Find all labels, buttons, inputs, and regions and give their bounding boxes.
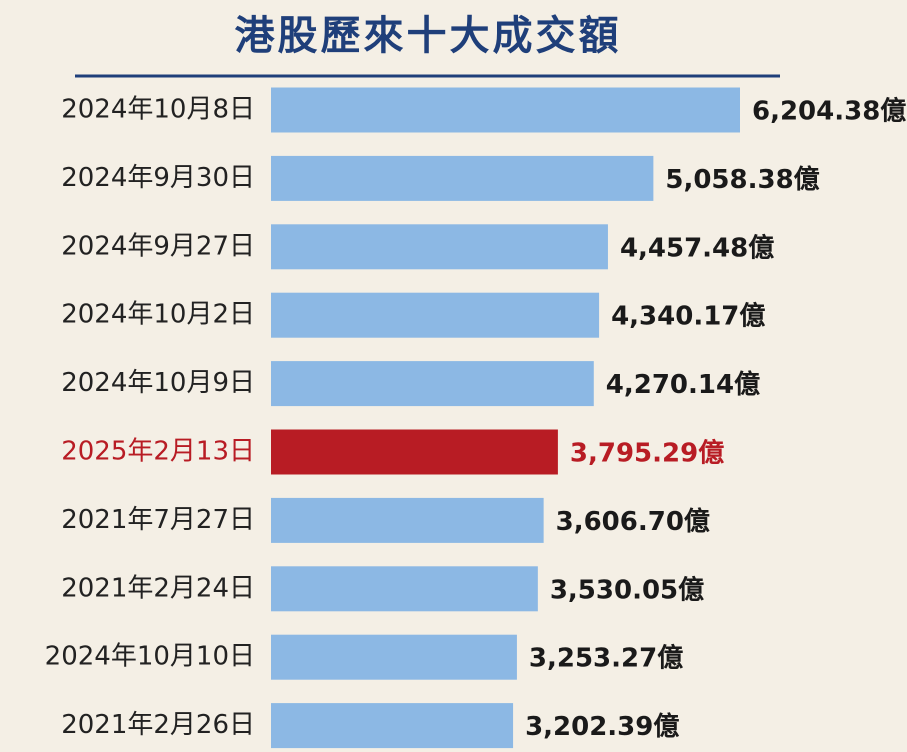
value-label: 4,270.14億	[606, 370, 760, 400]
chart-title: 港股歷來十大成交額	[235, 13, 622, 59]
value-label: 6,204.38億	[752, 97, 906, 127]
category-label: 2021年2月26日	[61, 710, 255, 740]
category-label: 2024年10月9日	[61, 368, 255, 398]
category-label: 2024年10月10日	[45, 642, 255, 672]
bar	[271, 634, 517, 680]
bar	[271, 292, 600, 338]
value-label: 3,530.05億	[550, 575, 704, 605]
bar	[271, 566, 538, 612]
value-label: 5,058.38億	[665, 165, 819, 195]
value-label: 3,253.27億	[529, 644, 683, 674]
bar	[271, 155, 654, 201]
category-label: 2024年9月30日	[61, 163, 255, 193]
category-label: 2024年10月2日	[61, 300, 255, 330]
category-label: 2021年2月24日	[61, 573, 255, 603]
category-label: 2024年9月27日	[61, 231, 255, 261]
category-label: 2021年7月27日	[61, 505, 255, 535]
bar	[271, 497, 544, 543]
bar	[271, 703, 514, 749]
category-label: 2025年2月13日	[61, 437, 255, 467]
bar	[271, 429, 558, 475]
bar	[271, 361, 594, 407]
value-label: 3,795.29億	[570, 439, 724, 469]
value-label: 4,340.17億	[611, 302, 765, 332]
category-label: 2024年10月8日	[61, 95, 255, 125]
bar	[271, 87, 740, 133]
value-label: 3,606.70億	[556, 507, 710, 537]
bar	[271, 224, 608, 270]
value-label: 4,457.48億	[620, 233, 774, 263]
value-label: 3,202.39億	[525, 712, 679, 742]
